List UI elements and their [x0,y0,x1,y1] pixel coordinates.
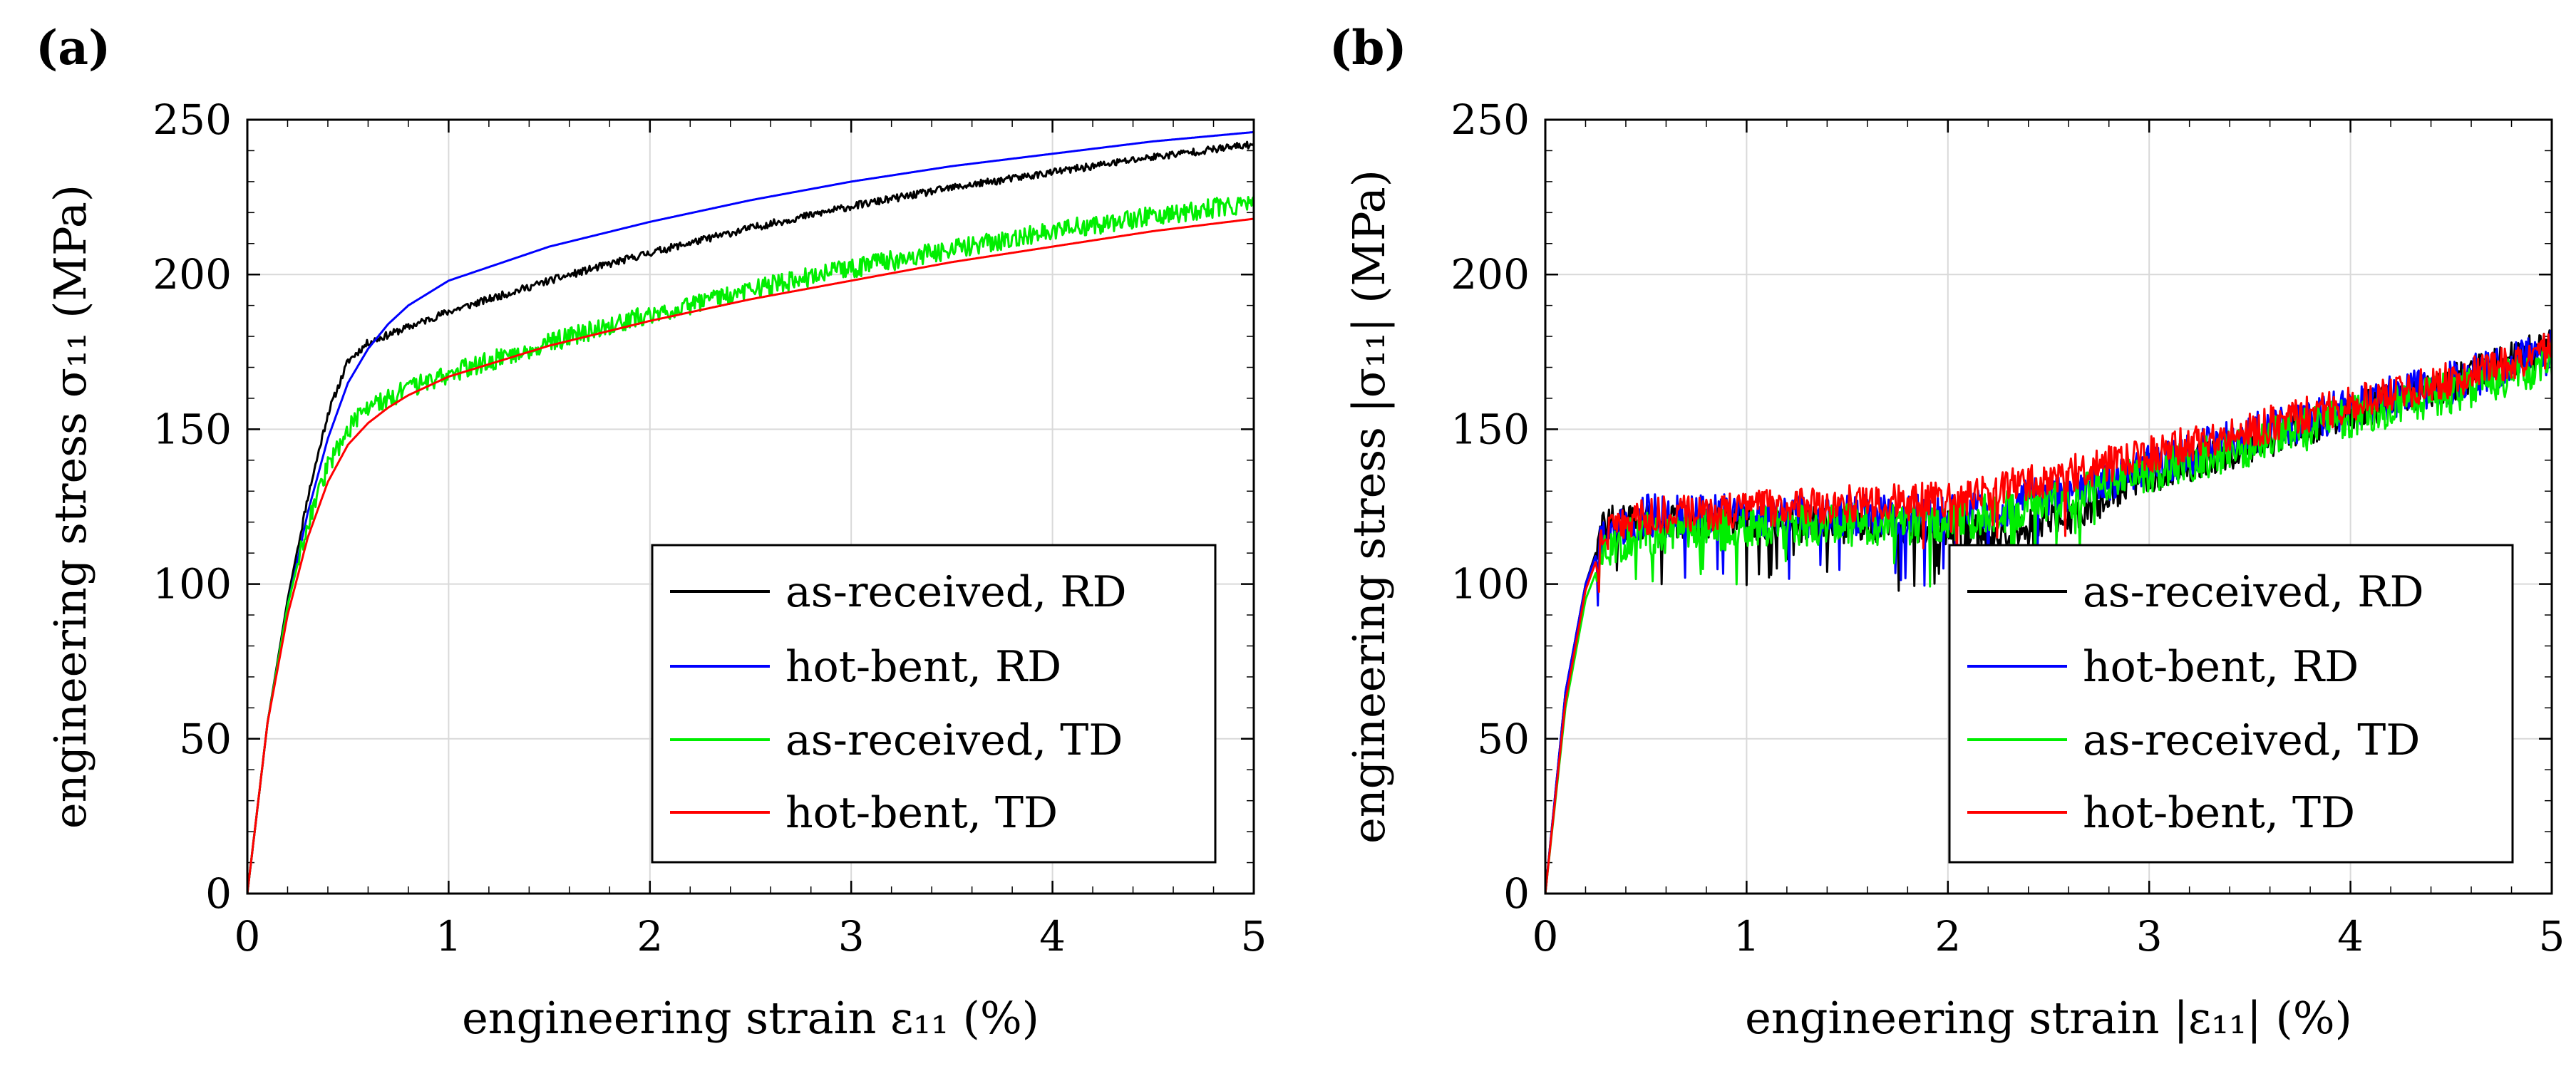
panel-a-series-line-2 [246,196,1255,894]
panel-b-ticks [1544,118,2553,895]
panel-b-x-tick-label: 5 [2539,912,2565,961]
panel-a-legend-label-0: as-received, RD [785,567,1127,617]
panel-a-x-tick-label: 4 [1039,912,1066,961]
panel-b-x-axis-label: engineering strain |ε₁₁| (%) [1745,992,2352,1044]
panel-b-x-tick-label: 1 [1733,912,1760,961]
panel-b-y-tick-labels: 0 50 100 150 200 250 [1451,95,1530,918]
panel-a-x-tick-label: 5 [1241,912,1267,961]
panel-a-x-tick-label: 3 [838,912,865,961]
panel-a-y-tick-label: 0 [205,869,232,918]
panel-b-y-axis-label: engineering stress |σ₁₁| (MPa) [1343,170,1395,844]
panel-a-label: (a) [36,20,110,76]
panel-b-x-tick-labels: 0 1 2 3 4 5 [1532,912,2565,961]
panel-b-x-tick-label: 2 [1934,912,1961,961]
panel-a-legend-label-1: hot-bent, RD [785,642,1061,692]
panel-b-y-tick-label: 100 [1451,560,1530,609]
panel-b-legend: as-received, RD hot-bent, RD as-received… [1948,544,2514,864]
panel-a-legend-box [651,544,1217,864]
panel-b-series [1544,328,2553,894]
panel-a-series [246,130,1255,894]
panel-a-plot-frame [246,118,1255,895]
panel-a-series-line-3 [246,217,1254,894]
panel-b-y-tick-label: 0 [1503,869,1530,918]
panel-a-minor-ticks [247,120,1254,894]
panel-b-legend-label-1: hot-bent, RD [2083,642,2359,692]
panel-b-label: (b) [1329,20,1407,76]
panel-b-x-tick-label: 0 [1532,912,1559,961]
panel-a-legend-label-2: as-received, TD [785,715,1123,765]
panel-a-series-line-1 [246,130,1254,894]
panel-b-legend-label-0: as-received, RD [2083,567,2424,617]
panel-a-y-tick-label: 200 [153,250,232,299]
panel-a-ticks [246,118,1255,895]
panel-a-x-tick-labels: 0 1 2 3 4 5 [235,912,1267,961]
panel-a-y-tick-label: 100 [153,560,232,609]
panel-b-minor-ticks [1545,120,2552,894]
panel-b-legend-label-2: as-received, TD [2083,715,2420,765]
panel-b: (b) 0 1 2 3 4 5 0 50 100 150 200 250 engineering s… [1329,20,2565,1044]
panel-a-y-tick-label: 150 [153,405,232,453]
panel-a-x-tick-label: 2 [637,912,663,961]
panel-a: (a) 0 1 2 3 4 5 0 50 100 150 200 250 engineering s… [36,20,1267,1044]
panel-b-y-tick-label: 200 [1451,250,1530,299]
panel-b-legend-label-3: hot-bent, TD [2083,788,2355,838]
panel-a-y-axis-label: engineering stress σ₁₁ (MPa) [44,185,96,829]
panel-b-plot-frame [1544,118,2553,895]
panel-b-series-line-3 [1544,333,2553,894]
panel-a-legend-label-3: hot-bent, TD [785,788,1058,838]
panel-b-y-tick-label: 150 [1451,405,1530,453]
panel-a-x-tick-label: 1 [436,912,462,961]
panel-a-y-tick-label: 50 [179,715,232,763]
panel-a-x-tick-label: 0 [235,912,261,961]
panel-a-y-tick-labels: 0 50 100 150 200 250 [153,95,232,918]
panel-a-x-axis-label: engineering strain ε₁₁ (%) [462,992,1039,1044]
panel-b-x-tick-label: 3 [2136,912,2163,961]
panel-a-legend: as-received, RD hot-bent, RD as-received… [651,544,1217,864]
panel-a-series-line-0 [246,140,1255,894]
panel-b-y-tick-label: 50 [1477,715,1530,763]
panel-b-x-tick-label: 4 [2337,912,2364,961]
panel-a-y-tick-label: 250 [153,95,232,144]
panel-b-legend-box [1948,544,2514,864]
panel-b-y-tick-label: 250 [1451,95,1530,144]
